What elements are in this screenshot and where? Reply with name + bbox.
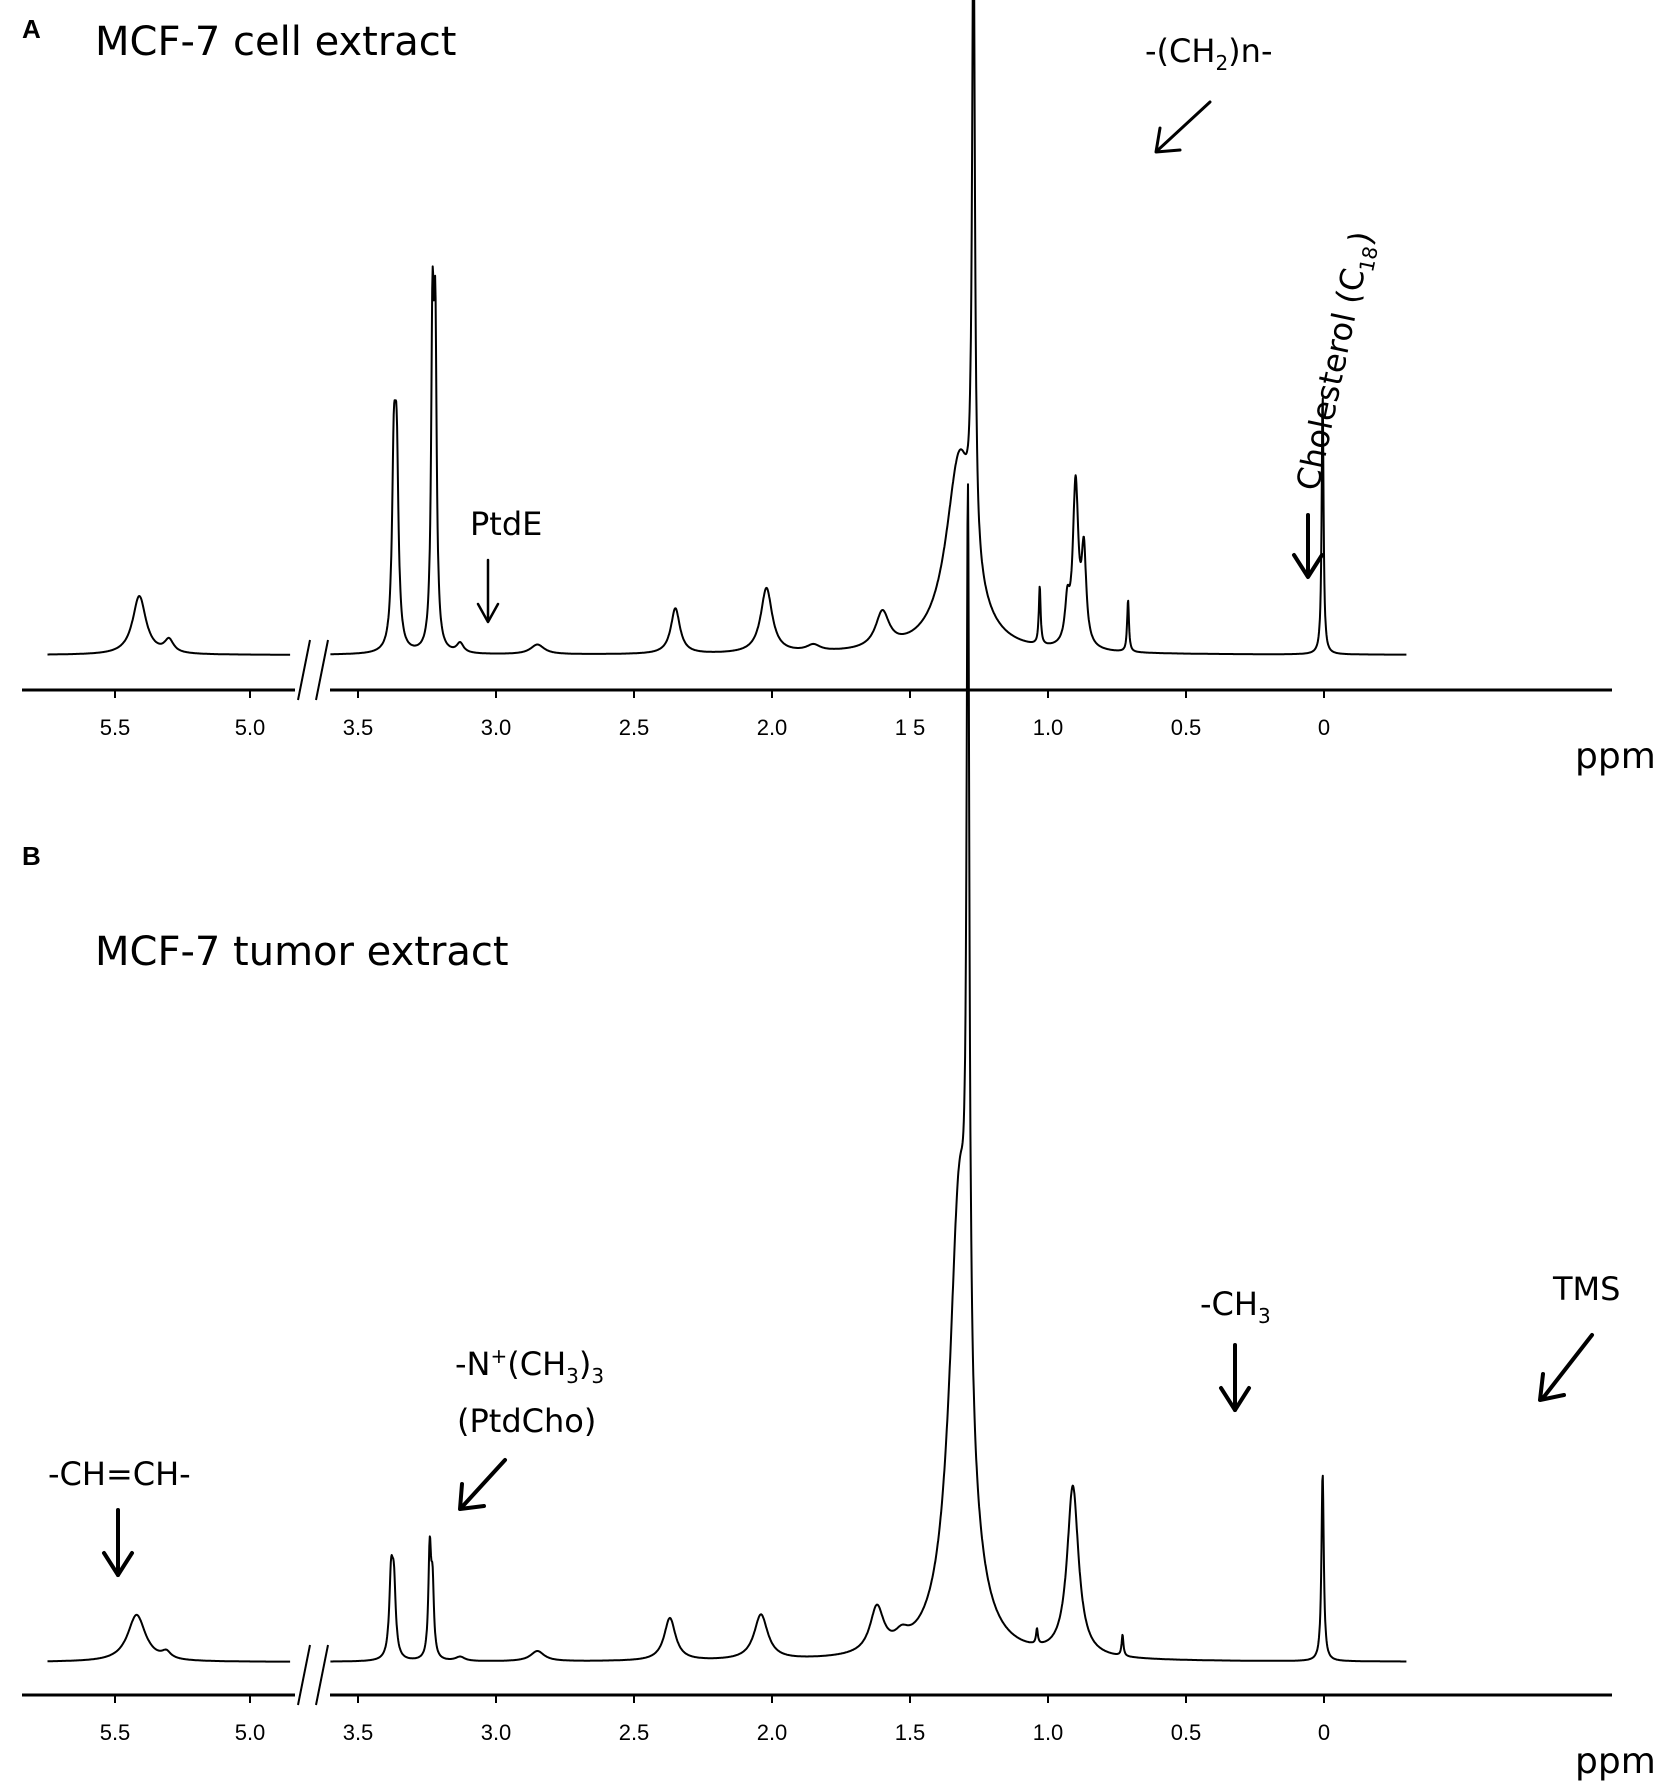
down-arrow-icon [476,558,500,624]
annotation-ch2n: -(CH2)n- [1145,32,1272,154]
panel-a-title: MCF-7 cell extract [95,19,456,65]
annotation-ptdcho: -N+(CH3)3 (PtdCho) [455,1344,604,1511]
panel-a-unit-label: ppm [1575,736,1656,777]
panel-a-axis-break-icon [297,639,329,701]
annotation-ptdcho-label: -N+(CH3)3 [455,1344,604,1388]
x-tick-label: 3.0 [481,1720,512,1745]
x-tick-label: 2.5 [619,1720,650,1745]
x-tick-label: 2.5 [619,715,650,740]
panel-b-spectrum [46,483,1407,1663]
x-tick-label: 5.5 [100,715,131,740]
panel-a-x-ticks: 5.5 5.0 3.5 3.0 2.5 2.0 1 5 1.0 0.5 0 [100,690,1330,740]
x-tick-label: 2.0 [757,1720,788,1745]
spectrum-trace-left [46,595,291,656]
annotation-tms-label: TMS [1552,1270,1620,1308]
diagonal-arrow-icon [458,1458,507,1511]
annotation-cholesterol-label: Cholesterol (C18) [1289,228,1386,495]
x-tick-label: 3.5 [343,715,374,740]
x-tick-label: 1 5 [895,715,926,740]
spectrum-trace-right [329,483,1407,1663]
panel-b-unit-label: ppm [1575,1741,1656,1781]
x-tick-label: 1.0 [1033,1720,1064,1745]
down-arrow-icon [1219,1343,1251,1412]
x-tick-label: 0 [1318,1720,1330,1745]
spectrum-trace-right [329,0,1407,656]
panel-b-x-ticks: 5.5 5.0 3.5 3.0 2.5 2.0 1.5 1.0 0.5 0 [100,1695,1330,1745]
annotation-ch3-label: -CH3 [1200,1285,1271,1328]
x-tick-label: 5.0 [235,1720,266,1745]
x-tick-label: 5.5 [100,1720,131,1745]
x-tick-label: 5.0 [235,715,266,740]
x-tick-label: 1.0 [1033,715,1064,740]
annotation-ch2n-label: -(CH2)n- [1145,32,1272,75]
x-tick-label: 2.0 [757,715,788,740]
panel-b-letter: B [22,841,41,871]
panel-a-spectrum [46,0,1407,656]
x-tick-label: 0 [1318,715,1330,740]
panel-a-letter: A [22,14,41,44]
annotation-ch3: -CH3 [1200,1285,1271,1412]
annotation-ptde: PtdE [470,505,542,624]
down-arrow-icon [1292,513,1324,579]
annotation-ptdcho-line2: (PtdCho) [457,1402,596,1440]
diagonal-arrow-icon [1154,100,1212,154]
annotation-cholesterol: Cholesterol (C18) [1289,228,1386,579]
annotation-ch-eq-ch: -CH=CH- [48,1455,191,1577]
spectrum-trace-left [46,1613,291,1663]
x-tick-label: 0.5 [1171,715,1202,740]
x-tick-label: 3.0 [481,715,512,740]
x-tick-label: 0.5 [1171,1720,1202,1745]
annotation-ptde-label: PtdE [470,505,542,543]
panel-a: A MCF-7 cell extract 5.5 5.0 3.5 3.0 2.5 2.0 1… [22,0,1656,777]
x-tick-label: 1.5 [895,1720,926,1745]
panel-b-title: MCF-7 tumor extract [95,929,509,975]
annotation-ch-eq-ch-label: -CH=CH- [48,1455,191,1493]
annotation-tms: TMS [1538,1270,1620,1402]
x-tick-label: 3.5 [343,1720,374,1745]
diagonal-arrow-icon [1538,1333,1594,1402]
down-arrow-icon [102,1508,134,1577]
panel-b-axis-break-icon [297,1644,329,1706]
panel-b: B MCF-7 tumor extract 5.5 5.0 3.5 3.0 2.5 2.0… [22,483,1656,1781]
